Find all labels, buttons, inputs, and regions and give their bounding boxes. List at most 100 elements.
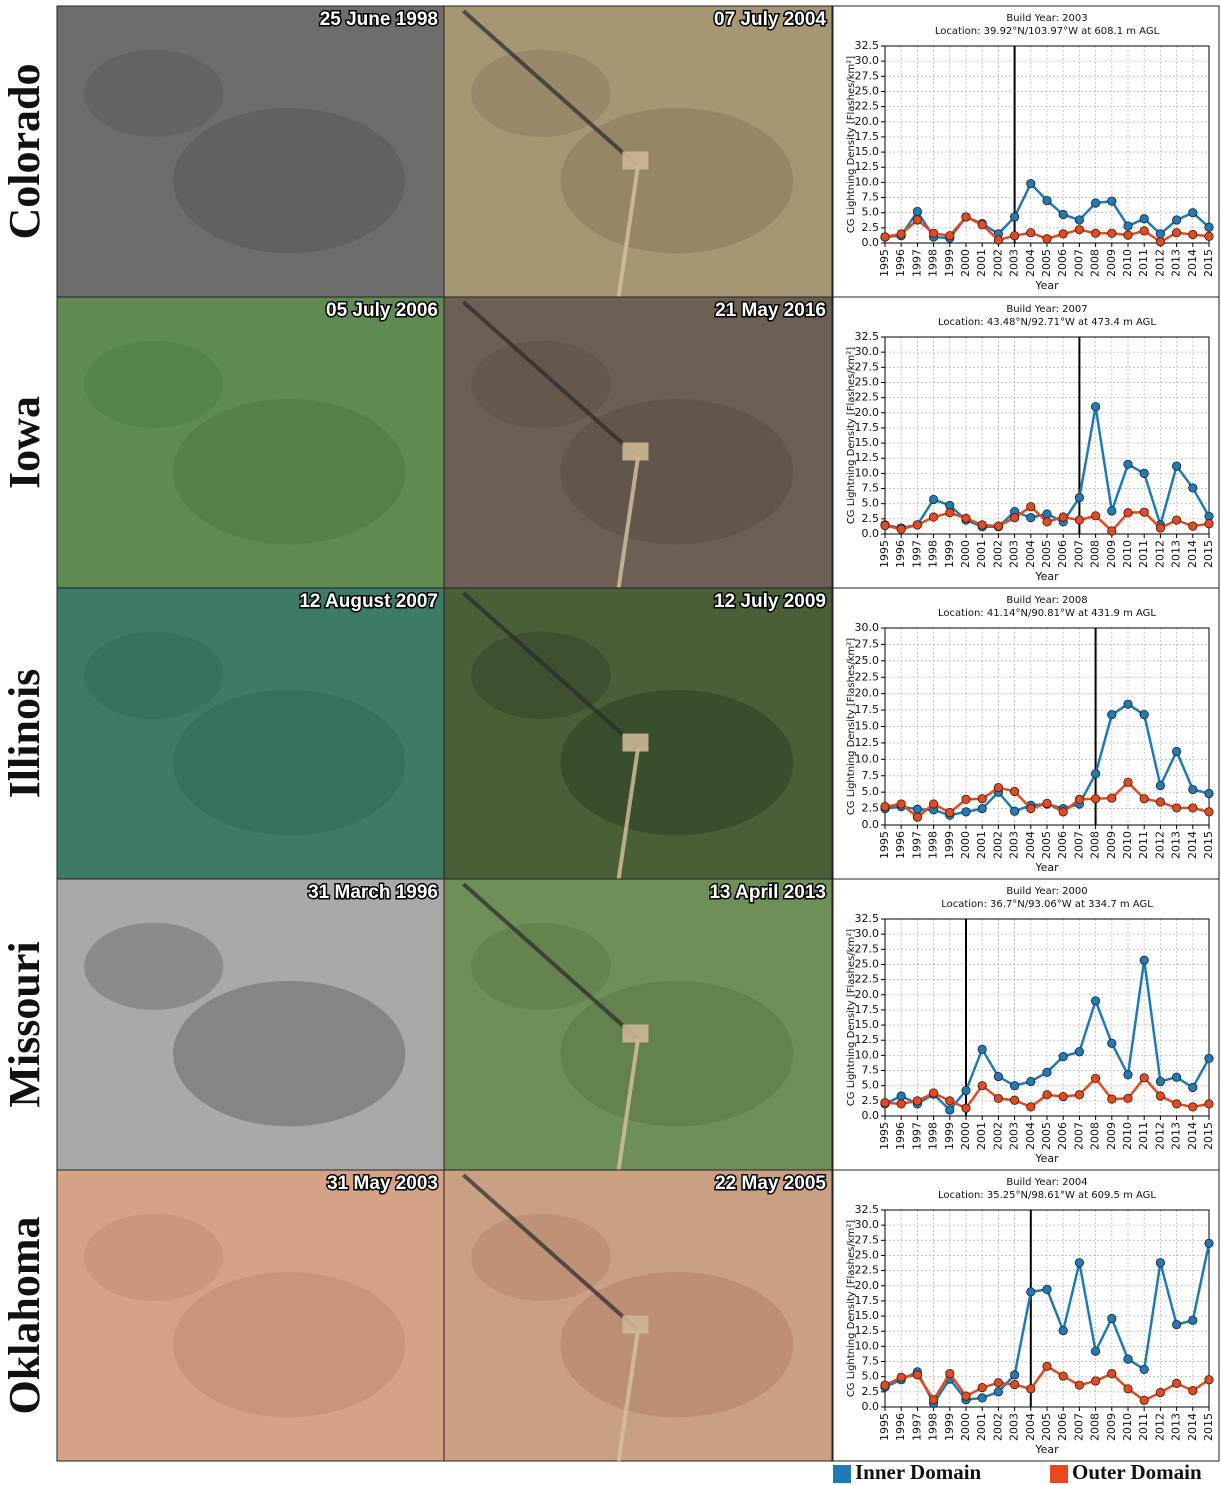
y-tick-label: 25.0 [855,375,880,388]
chart-subtitle: Location: 43.48°N/92.71°W at 473.4 m AGL [938,317,1156,328]
state-label: Oklahoma [0,1216,49,1414]
image-date: 12 July 2009 [714,591,826,612]
y-tick-label: 10.0 [855,1339,880,1352]
y-tick-label: 7.5 [862,1355,880,1368]
data-point [1188,1315,1198,1325]
data-point [912,804,923,814]
data-point [961,807,971,817]
image-date: 25 June 1998 [320,9,438,30]
y-tick-label: 30.0 [855,345,880,358]
x-tick-label: 1999 [943,249,956,277]
data-point [1123,1354,1133,1364]
data-point [1107,506,1117,516]
data-point [1074,225,1085,235]
x-tick-label: 2009 [1105,249,1118,277]
x-tick-label: 2010 [1121,831,1134,859]
image-texture [471,49,611,137]
y-tick-label: 2.5 [862,221,880,234]
data-point [961,212,971,222]
y-tick-label: 20.0 [855,687,880,700]
y-tick-label: 32.5 [855,1203,880,1216]
data-point [1107,1369,1117,1379]
x-tick-label: 2009 [1105,831,1118,859]
x-tick-label: 1998 [927,249,940,277]
legend-label: Outer Domain [1072,1460,1202,1484]
data-point [977,1044,987,1054]
x-tick-label: 1997 [910,540,923,568]
x-tick-label: 2003 [1008,1413,1021,1441]
x-tick-label: 1996 [894,831,907,859]
data-point [896,799,906,809]
y-tick-label: 30.0 [855,1218,880,1231]
data-point [1204,1099,1214,1109]
data-point [928,512,939,522]
chart-title: Build Year: 2000 [1006,886,1087,897]
chart-panel [832,878,1220,1171]
x-tick-label: 1998 [927,1122,940,1150]
data-point [1139,710,1149,720]
legend-swatch [1050,1465,1068,1483]
data-point [977,220,987,230]
x-axis-label: Year [1034,1443,1059,1456]
image-date: 07 July 2004 [714,9,826,30]
image-texture [560,398,794,545]
y-tick-label: 22.5 [855,100,880,113]
tower-pad [622,1024,649,1043]
y-tick-label: 15.0 [855,720,880,733]
data-point [912,1370,923,1380]
data-point [896,1099,906,1109]
data-point [1026,1384,1036,1394]
data-point [1172,1072,1182,1082]
x-tick-label: 1997 [910,1122,923,1150]
data-point [1172,1378,1182,1388]
x-tick-label: 2000 [959,831,972,859]
x-tick-label: 2002 [991,1122,1004,1150]
data-point [1074,493,1085,503]
data-point [1155,523,1166,533]
data-point [1123,221,1133,231]
x-tick-label: 2013 [1170,249,1183,277]
x-tick-label: 2005 [1040,831,1053,859]
data-point [1009,513,1020,523]
data-point [1009,1379,1020,1390]
x-tick-label: 2003 [1008,540,1021,568]
data-point [1058,209,1068,220]
image-texture [84,49,224,137]
x-tick-label: 2013 [1170,831,1183,859]
y-tick-label: 12.5 [855,1033,880,1046]
x-tick-label: 2012 [1153,1413,1166,1441]
y-tick-label: 15.0 [855,1309,880,1322]
y-tick-label: 25.0 [855,957,880,970]
data-point [977,794,987,804]
x-tick-label: 1998 [927,831,940,859]
x-tick-label: 2012 [1153,249,1166,277]
image-date: 22 May 2005 [715,1173,826,1194]
data-point [1009,1095,1020,1105]
y-tick-label: 0.0 [862,236,880,249]
y-tick-label: 7.5 [862,1064,880,1077]
data-point [1107,526,1117,536]
x-tick-label: 2004 [1024,249,1037,277]
x-tick-label: 2004 [1024,540,1037,568]
y-tick-label: 17.5 [855,703,880,716]
chart-subtitle: Location: 35.25°N/98.61°W at 609.5 m AGL [938,1190,1156,1201]
data-point [1188,784,1198,795]
x-tick-label: 2007 [1072,540,1085,568]
y-tick-label: 0.0 [862,527,880,540]
data-point [1091,996,1101,1006]
data-point [1091,511,1101,521]
y-tick-label: 32.5 [855,39,880,52]
data-point [977,1081,987,1091]
data-point [993,1072,1004,1082]
image-texture [173,980,406,1127]
x-tick-label: 1995 [878,1413,891,1441]
data-point [928,228,939,238]
x-tick-label: 2012 [1153,540,1166,568]
y-tick-label: 22.5 [855,670,880,683]
y-tick-label: 27.5 [855,942,880,955]
y-tick-label: 32.5 [855,912,880,925]
data-point [912,1096,923,1106]
x-axis-label: Year [1034,1152,1059,1165]
data-point [928,799,939,809]
data-point [1172,746,1182,757]
